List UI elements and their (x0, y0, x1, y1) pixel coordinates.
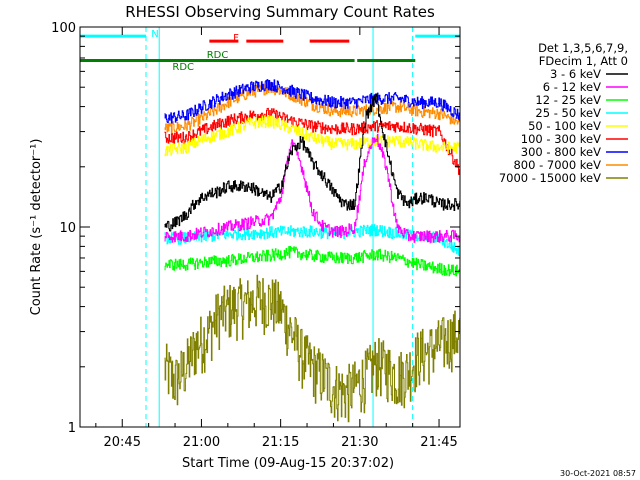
legend-label-5: 50 - 100 keV (528, 119, 601, 133)
y-axis-label: Count Rate (s⁻¹ detector⁻¹) (29, 139, 44, 316)
legend-label-1: 3 - 6 keV (550, 67, 601, 81)
legend-label-3: 12 - 25 keV (535, 93, 601, 107)
legend-header-line-2: FDecim 1, Att 0 (539, 54, 628, 68)
x-tick-label-2: 21:00 (183, 435, 220, 450)
annotation-3: F (233, 33, 239, 44)
y-tick-label-1: 1 (68, 421, 76, 436)
series-line-2 (164, 133, 460, 243)
x-tick-label-4: 21:30 (341, 435, 378, 450)
annotation-2: RDC (207, 50, 229, 61)
series-line-5 (164, 115, 460, 157)
axis-ticks: 20:45 21:00 21:15 21:30 21:45 1 10 100 (51, 21, 460, 450)
x-tick-label-3: 21:15 (262, 435, 299, 450)
annotation-4: N (151, 29, 158, 40)
x-axis-label: Start Time (09-Aug-15 20:37:02) (182, 456, 394, 471)
legend-label-6: 100 - 300 keV (521, 132, 601, 146)
annotation-1: RDC (172, 62, 194, 73)
y-tick-label-3: 100 (51, 21, 76, 36)
legend-label-2: 6 - 12 keV (543, 80, 601, 94)
legend-label-9: 7000 - 15000 keV (499, 171, 601, 185)
legend: Det 1,3,5,6,7,9, FDecim 1, Att 0 3 - 6 k… (499, 41, 628, 185)
series-line-9 (164, 274, 460, 423)
y-tick-label-2: 10 (59, 221, 76, 236)
x-tick-label-5: 21:45 (420, 435, 457, 450)
series-layer: RDC RDC F N (80, 27, 460, 427)
legend-label-7: 300 - 800 keV (521, 145, 601, 159)
chart-title: RHESSI Observing Summary Count Rates (125, 3, 435, 21)
series-line-8 (164, 82, 460, 135)
legend-label-4: 25 - 50 keV (535, 106, 601, 120)
x-tick-label-1: 20:45 (104, 435, 141, 450)
series-line-7 (164, 79, 460, 124)
generation-timestamp: 30-Oct-2021 08:57 (560, 469, 636, 478)
legend-header-line-1: Det 1,3,5,6,7,9, (538, 41, 628, 55)
series-line-1 (164, 93, 460, 232)
series-line-3 (164, 246, 460, 277)
legend-label-8: 800 - 7000 keV (513, 158, 601, 172)
series-line-6 (164, 107, 460, 175)
